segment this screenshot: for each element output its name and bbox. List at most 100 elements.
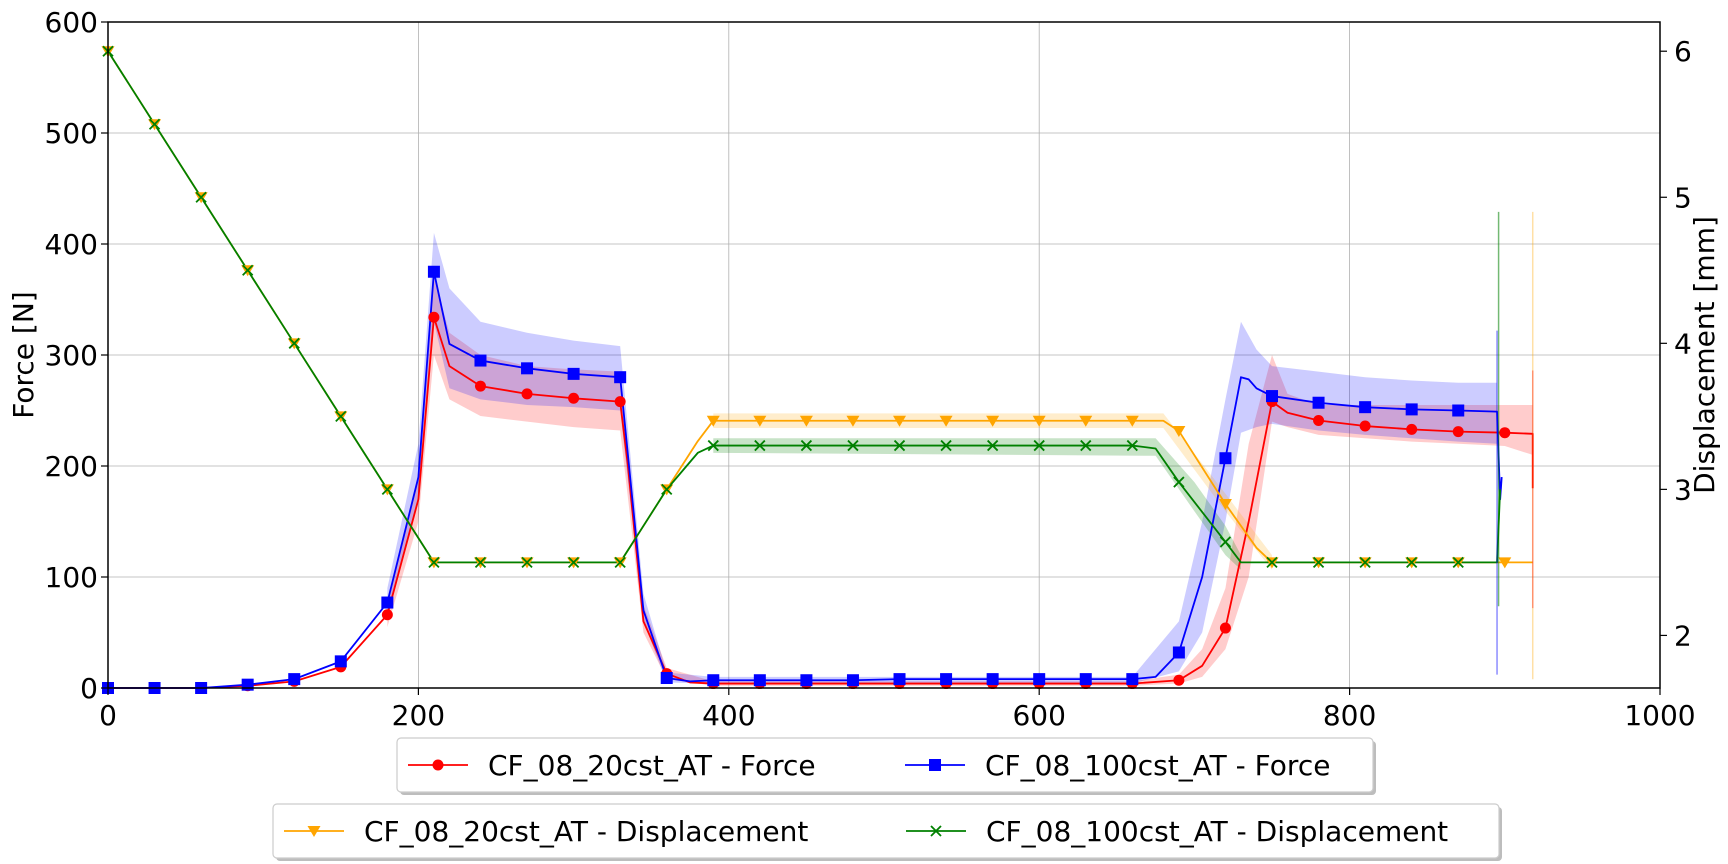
- cf-08-100cst-at-displacement-marker: [242, 264, 254, 276]
- cf-08-100cst-at-displacement-marker: [661, 483, 673, 496]
- cf-08-100cst-at-force-marker: [567, 367, 580, 380]
- cf-08-100cst-at-force-marker: [753, 674, 766, 687]
- cf-08-100cst-at-displacement-marker: [474, 556, 487, 569]
- right-tick-label: 2: [1674, 619, 1692, 652]
- cf-08-100cst-at-force-marker: [1033, 673, 1046, 686]
- end-spikes: [1496, 211, 1534, 680]
- cf-08-100cst-at-force-marker: [707, 674, 720, 687]
- grid-lines: [107, 21, 1661, 689]
- legend-entry: CF_08_100cst_AT - Displacement: [986, 815, 1448, 848]
- x-tick-label: 400: [702, 699, 755, 732]
- cf-08-100cst-at-displacement-marker: [1033, 439, 1045, 452]
- cf-08-100cst-at-force-marker: [381, 596, 394, 609]
- legend-entry: CF_08_100cst_AT - Force: [985, 749, 1330, 782]
- x-axis-ticks: 0 200 400 600 800 1000: [99, 688, 1696, 732]
- cf-08-100cst-at-force-marker: [800, 674, 813, 687]
- cf-08-100cst-at-displacement-marker: [800, 439, 813, 452]
- cf-08-20cst-at-displacement-marker: [1498, 557, 1512, 569]
- cf-08-100cst-at-displacement-marker: [987, 439, 999, 452]
- x-tick-label: 0: [99, 699, 117, 732]
- cf-08-20cst-at-displacement-marker: [1079, 415, 1093, 427]
- right-tick-label: 6: [1674, 35, 1692, 68]
- right-axis-title: Displacement [mm]: [1688, 216, 1721, 494]
- cf-08-20cst-at-displacement-line: [107, 50, 1533, 564]
- cf-08-100cst-at-force-marker: [614, 371, 627, 384]
- legend-entry: CF_08_20cst_AT - Force: [488, 749, 816, 782]
- cf-08-20cst-at-force-marker: [1313, 414, 1325, 426]
- right-axis-ticks: 2 3 4 5 6: [1660, 35, 1692, 652]
- legend-marker: [930, 825, 942, 837]
- cf-08-100cst-at-displacement-band: [713, 438, 1241, 570]
- cf-08-100cst-at-displacement-line: [107, 50, 1502, 564]
- cf-08-20cst-at-force-marker: [1219, 622, 1231, 634]
- cf-08-100cst-at-displacement-marker: [893, 439, 906, 452]
- cf-08-100cst-at-force-marker: [893, 673, 906, 686]
- cf-08-20cst-at-force-band: [387, 277, 1533, 686]
- cf-08-20cst-at-displacement-marker: [986, 415, 1000, 427]
- legend-marker: [307, 826, 321, 837]
- cf-08-20cst-at-displacement-marker: [799, 415, 813, 427]
- cf-08-100cst-at-displacement-marker: [707, 439, 719, 452]
- cf-08-100cst-at-displacement-marker: [148, 118, 161, 130]
- left-axis-title: Force [N]: [7, 291, 40, 418]
- confidence-bands: [387, 232, 1533, 686]
- cf-08-100cst-at-displacement-marker: [1219, 536, 1232, 548]
- x-tick-label: 600: [1012, 699, 1065, 732]
- series-markers: [101, 45, 1512, 694]
- cf-08-100cst-at-force-marker: [521, 362, 534, 375]
- cf-08-100cst-at-displacement-marker: [1080, 439, 1092, 452]
- right-tick-label: 4: [1674, 327, 1692, 360]
- cf-08-20cst-at-displacement-marker: [1032, 415, 1046, 427]
- legend-box: [396, 737, 1374, 793]
- left-axis-ticks: 0 100 200 300 400 500 600: [45, 6, 108, 705]
- cf-08-20cst-at-force-marker: [474, 380, 486, 392]
- cf-08-100cst-at-displacement-marker: [567, 556, 580, 569]
- cf-08-100cst-at-displacement-marker: [521, 556, 533, 569]
- cf-08-100cst-at-displacement-marker: [1126, 439, 1138, 452]
- cf-08-100cst-at-displacement-marker: [847, 439, 859, 452]
- left-tick-label: 500: [45, 117, 98, 150]
- cf-08-100cst-at-force-marker: [1266, 390, 1278, 403]
- right-tick-label: 5: [1674, 181, 1692, 214]
- cf-08-20cst-at-displacement-marker: [706, 415, 720, 427]
- cf-08-100cst-at-force-marker: [1405, 403, 1418, 416]
- series-lines: [107, 50, 1534, 689]
- cf-08-100cst-at-displacement-marker: [1312, 556, 1325, 569]
- legend-marker: [432, 759, 444, 771]
- cf-08-100cst-at-force-marker: [940, 673, 953, 686]
- cf-08-100cst-at-displacement-marker: [940, 439, 952, 452]
- cf-08-100cst-at-displacement-marker: [1173, 476, 1185, 488]
- legend: CF_08_20cst_AT - Force CF_08_100cst_AT - …: [272, 737, 1502, 861]
- legend-marker: [929, 759, 941, 771]
- cf-08-100cst-at-displacement-marker: [1266, 556, 1278, 569]
- cf-08-100cst-at-displacement-marker: [1406, 556, 1418, 569]
- cf-08-100cst-at-force-marker: [846, 674, 859, 687]
- cf-08-100cst-at-force-marker: [660, 672, 673, 685]
- cf-08-20cst-at-displacement-marker: [1125, 415, 1139, 427]
- cf-08-20cst-at-displacement-marker: [893, 415, 907, 427]
- cf-08-20cst-at-force-marker: [1173, 674, 1185, 686]
- legend-box: [272, 803, 1500, 859]
- cf-08-20cst-at-force-marker: [521, 388, 533, 400]
- cf-08-100cst-at-force-marker: [427, 265, 440, 278]
- cf-08-20cst-at-displacement-marker: [846, 415, 860, 427]
- cf-08-100cst-at-force-marker: [1126, 673, 1139, 686]
- left-tick-label: 200: [45, 450, 98, 483]
- cf-08-20cst-at-displacement-marker: [753, 415, 767, 427]
- cf-08-20cst-at-displacement-marker: [1218, 498, 1232, 510]
- left-tick-label: 600: [45, 6, 98, 39]
- cf-08-20cst-at-displacement-marker: [939, 415, 953, 427]
- cf-08-100cst-at-force-marker: [1079, 673, 1092, 686]
- left-tick-label: 300: [45, 339, 98, 372]
- cf-08-20cst-at-force-marker: [1406, 423, 1418, 435]
- x-tick-label: 1000: [1624, 699, 1695, 732]
- x-tick-label: 200: [392, 699, 445, 732]
- left-tick-label: 0: [80, 672, 98, 705]
- cf-08-100cst-at-displacement-marker: [754, 439, 766, 452]
- cf-08-100cst-at-force-marker: [1172, 646, 1185, 659]
- cf-08-100cst-at-force-marker: [334, 655, 347, 668]
- cf-08-20cst-at-force-marker: [568, 392, 580, 404]
- cf-08-20cst-at-force-marker: [1499, 427, 1511, 439]
- cf-08-100cst-at-displacement-marker: [1359, 556, 1371, 569]
- left-tick-label: 100: [45, 561, 98, 594]
